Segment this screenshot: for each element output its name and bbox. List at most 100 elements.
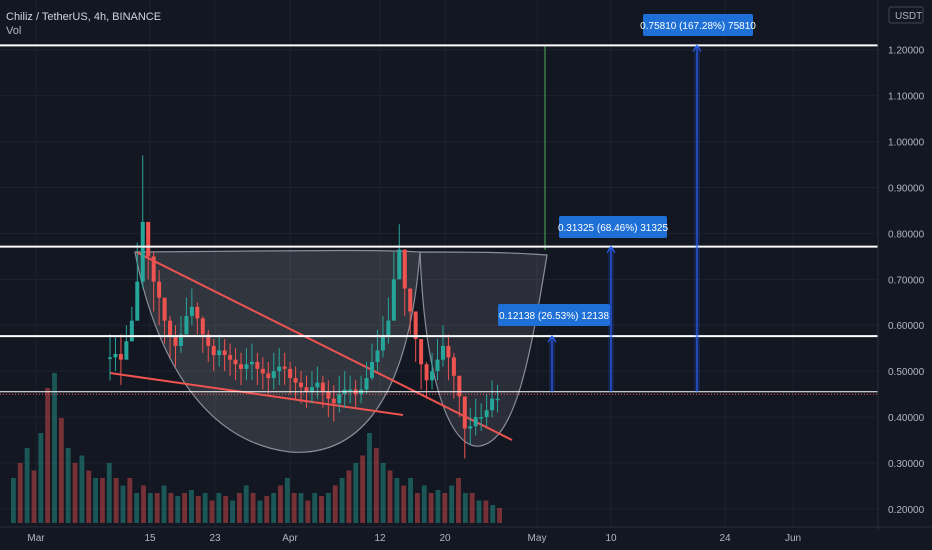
- volume-bar: [17, 463, 23, 523]
- candle-body: [293, 378, 298, 383]
- volume-bar: [127, 478, 133, 523]
- volume-bar: [408, 478, 413, 523]
- candle-body: [408, 288, 413, 312]
- candle-body: [129, 320, 134, 342]
- volume-bar: [100, 478, 105, 523]
- price-tick-label: 0.30000: [888, 459, 925, 470]
- candle-body: [124, 341, 129, 360]
- volume-bar: [93, 478, 99, 523]
- candle-body: [206, 334, 211, 346]
- candlestick-series: [108, 155, 500, 459]
- volume-bar: [319, 496, 324, 523]
- candle-body: [364, 378, 369, 390]
- candle-body: [168, 320, 173, 337]
- price-axis[interactable]: 1.20000 1.10000 1.00000 0.90000 0.80000 0.700…: [877, 0, 932, 550]
- volume-bar: [134, 493, 140, 523]
- price-tick-label: 0.50000: [888, 367, 925, 378]
- volume-bar: [154, 493, 160, 523]
- candle-body: [370, 361, 374, 379]
- volume-bar: [380, 463, 386, 523]
- volume-bar: [24, 448, 30, 523]
- candle-body: [189, 306, 194, 317]
- candle-body: [451, 357, 456, 376]
- candle-body: [375, 350, 380, 362]
- volume-bar: [284, 478, 290, 523]
- volume-bar: [462, 493, 468, 523]
- volume-bar: [298, 493, 304, 523]
- candle-body: [249, 361, 254, 365]
- currency-badge[interactable]: [888, 6, 924, 24]
- candle-body: [113, 353, 118, 358]
- volume-bar: [264, 496, 270, 523]
- measure-label-box[interactable]: [643, 14, 753, 36]
- price-axis-panel[interactable]: [878, 0, 932, 550]
- candle-body: [217, 350, 222, 356]
- candle-body: [277, 366, 282, 372]
- candle-body: [462, 396, 467, 429]
- candle-body: [391, 279, 396, 321]
- volume-indicator-label[interactable]: Vol: [6, 25, 22, 37]
- volume-bar: [52, 373, 57, 523]
- volume-bar: [332, 485, 338, 523]
- cup-pattern-shape[interactable]: [134, 249, 421, 453]
- candle-body: [135, 281, 140, 321]
- measure-label-box[interactable]: [498, 304, 610, 326]
- measure-tools[interactable]: 0.12138 (26.53%) 12138 0.31325 (68.46%) 3…: [498, 14, 756, 392]
- candle-body: [118, 353, 123, 360]
- candle-body: [468, 426, 473, 429]
- volume-bar: [31, 470, 37, 523]
- price-tick-label: 1.00000: [888, 138, 925, 149]
- handle-pattern-shape[interactable]: [419, 251, 548, 447]
- volume-bar: [476, 500, 482, 523]
- volume-bar: [490, 505, 496, 523]
- volume-bar: [45, 388, 51, 523]
- volume-bar: [291, 493, 297, 523]
- symbol-title[interactable]: Chiliz / TetherUS, 4h, BINANCE: [6, 11, 162, 23]
- measure-label: 0.12138 (26.53%) 12138: [499, 311, 610, 322]
- candle-body: [479, 417, 484, 419]
- candle-body: [222, 350, 227, 356]
- candle-body: [457, 375, 462, 397]
- candle-body: [140, 221, 145, 282]
- time-tick-label: 24: [719, 533, 731, 544]
- volume-bars: [11, 373, 502, 523]
- time-tick-label: 12: [374, 533, 386, 544]
- volume-bar: [394, 478, 400, 523]
- support-trendline[interactable]: [109, 372, 404, 416]
- time-tick-label: May: [528, 533, 547, 544]
- volume-bar: [401, 485, 407, 523]
- volume-bar: [72, 463, 78, 523]
- volume-bar: [271, 493, 277, 523]
- volume-bar: [312, 493, 318, 523]
- candle-body: [430, 371, 435, 381]
- volume-bar: [175, 496, 181, 523]
- volume-bar: [305, 500, 311, 523]
- pattern-drawings[interactable]: [109, 45, 548, 453]
- candle-body: [260, 368, 265, 374]
- volume-bar: [120, 485, 126, 523]
- candle-body: [195, 306, 200, 319]
- candle-body: [151, 256, 156, 282]
- volume-bar: [449, 485, 455, 523]
- candle-body: [402, 249, 407, 289]
- volume-bar: [38, 433, 44, 523]
- candle-body: [228, 355, 233, 360]
- candle-body: [397, 249, 402, 280]
- candle-body: [435, 359, 440, 372]
- volume-bar: [257, 500, 263, 523]
- descending-trendline[interactable]: [135, 251, 513, 441]
- candle-body: [309, 387, 314, 392]
- volume-bar: [483, 500, 489, 523]
- candle-body: [473, 417, 478, 427]
- time-axis[interactable]: Mar 15 23 Apr 12 20 May 10 24 Jun: [0, 526, 932, 544]
- volume-bar: [243, 485, 249, 523]
- volume-bar: [456, 478, 461, 523]
- candle-body: [440, 345, 445, 360]
- measure-label-box[interactable]: [559, 216, 667, 238]
- candle-body: [184, 316, 189, 335]
- volume-bar: [442, 493, 448, 523]
- candle-body: [315, 382, 320, 388]
- volume-bar: [161, 485, 167, 523]
- volume-bar: [141, 485, 146, 523]
